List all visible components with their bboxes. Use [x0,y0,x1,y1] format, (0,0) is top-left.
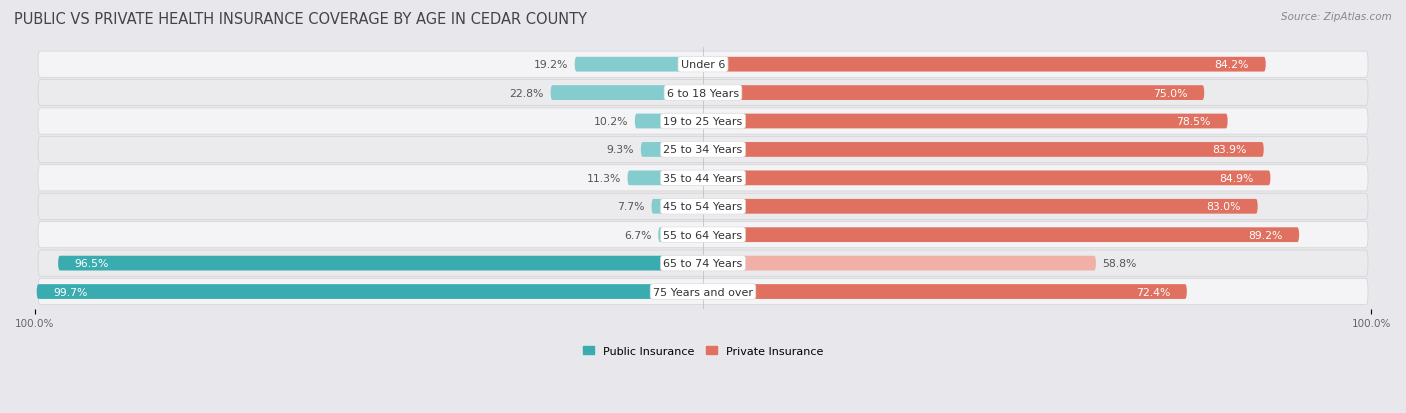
FancyBboxPatch shape [636,114,703,129]
Text: 11.3%: 11.3% [586,173,621,183]
FancyBboxPatch shape [38,165,1368,192]
FancyBboxPatch shape [703,256,1095,271]
Text: 78.5%: 78.5% [1177,117,1211,127]
FancyBboxPatch shape [703,86,1204,101]
FancyBboxPatch shape [58,256,703,271]
Text: 35 to 44 Years: 35 to 44 Years [664,173,742,183]
Text: 25 to 34 Years: 25 to 34 Years [664,145,742,155]
FancyBboxPatch shape [38,80,1368,107]
FancyBboxPatch shape [703,114,1227,129]
FancyBboxPatch shape [703,171,1271,186]
Text: 10.2%: 10.2% [593,117,628,127]
FancyBboxPatch shape [38,250,1368,277]
FancyBboxPatch shape [575,58,703,72]
Text: 84.2%: 84.2% [1215,60,1249,70]
FancyBboxPatch shape [38,222,1368,248]
Text: 96.5%: 96.5% [75,259,110,268]
FancyBboxPatch shape [38,137,1368,163]
Text: 22.8%: 22.8% [509,88,544,98]
Text: 89.2%: 89.2% [1249,230,1282,240]
FancyBboxPatch shape [651,199,703,214]
FancyBboxPatch shape [38,194,1368,220]
FancyBboxPatch shape [37,285,703,299]
Text: 55 to 64 Years: 55 to 64 Years [664,230,742,240]
Text: 75.0%: 75.0% [1153,88,1188,98]
FancyBboxPatch shape [703,228,1299,242]
Text: 83.0%: 83.0% [1206,202,1241,212]
FancyBboxPatch shape [658,228,703,242]
Text: 6.7%: 6.7% [624,230,651,240]
Text: 45 to 54 Years: 45 to 54 Years [664,202,742,212]
Text: 6 to 18 Years: 6 to 18 Years [666,88,740,98]
Text: PUBLIC VS PRIVATE HEALTH INSURANCE COVERAGE BY AGE IN CEDAR COUNTY: PUBLIC VS PRIVATE HEALTH INSURANCE COVER… [14,12,588,27]
FancyBboxPatch shape [627,171,703,186]
Text: 19 to 25 Years: 19 to 25 Years [664,117,742,127]
FancyBboxPatch shape [703,58,1265,72]
FancyBboxPatch shape [38,279,1368,305]
FancyBboxPatch shape [703,143,1264,157]
Text: 65 to 74 Years: 65 to 74 Years [664,259,742,268]
Text: 83.9%: 83.9% [1212,145,1247,155]
Text: Under 6: Under 6 [681,60,725,70]
FancyBboxPatch shape [641,143,703,157]
FancyBboxPatch shape [38,52,1368,78]
FancyBboxPatch shape [703,199,1258,214]
Text: Source: ZipAtlas.com: Source: ZipAtlas.com [1281,12,1392,22]
Text: 58.8%: 58.8% [1102,259,1137,268]
Text: 99.7%: 99.7% [53,287,87,297]
FancyBboxPatch shape [703,285,1187,299]
FancyBboxPatch shape [38,109,1368,135]
Text: 84.9%: 84.9% [1219,173,1254,183]
FancyBboxPatch shape [551,86,703,101]
Text: 9.3%: 9.3% [606,145,634,155]
Legend: Public Insurance, Private Insurance: Public Insurance, Private Insurance [579,342,827,361]
Text: 7.7%: 7.7% [617,202,645,212]
Text: 19.2%: 19.2% [534,60,568,70]
Text: 75 Years and over: 75 Years and over [652,287,754,297]
Text: 72.4%: 72.4% [1136,287,1170,297]
